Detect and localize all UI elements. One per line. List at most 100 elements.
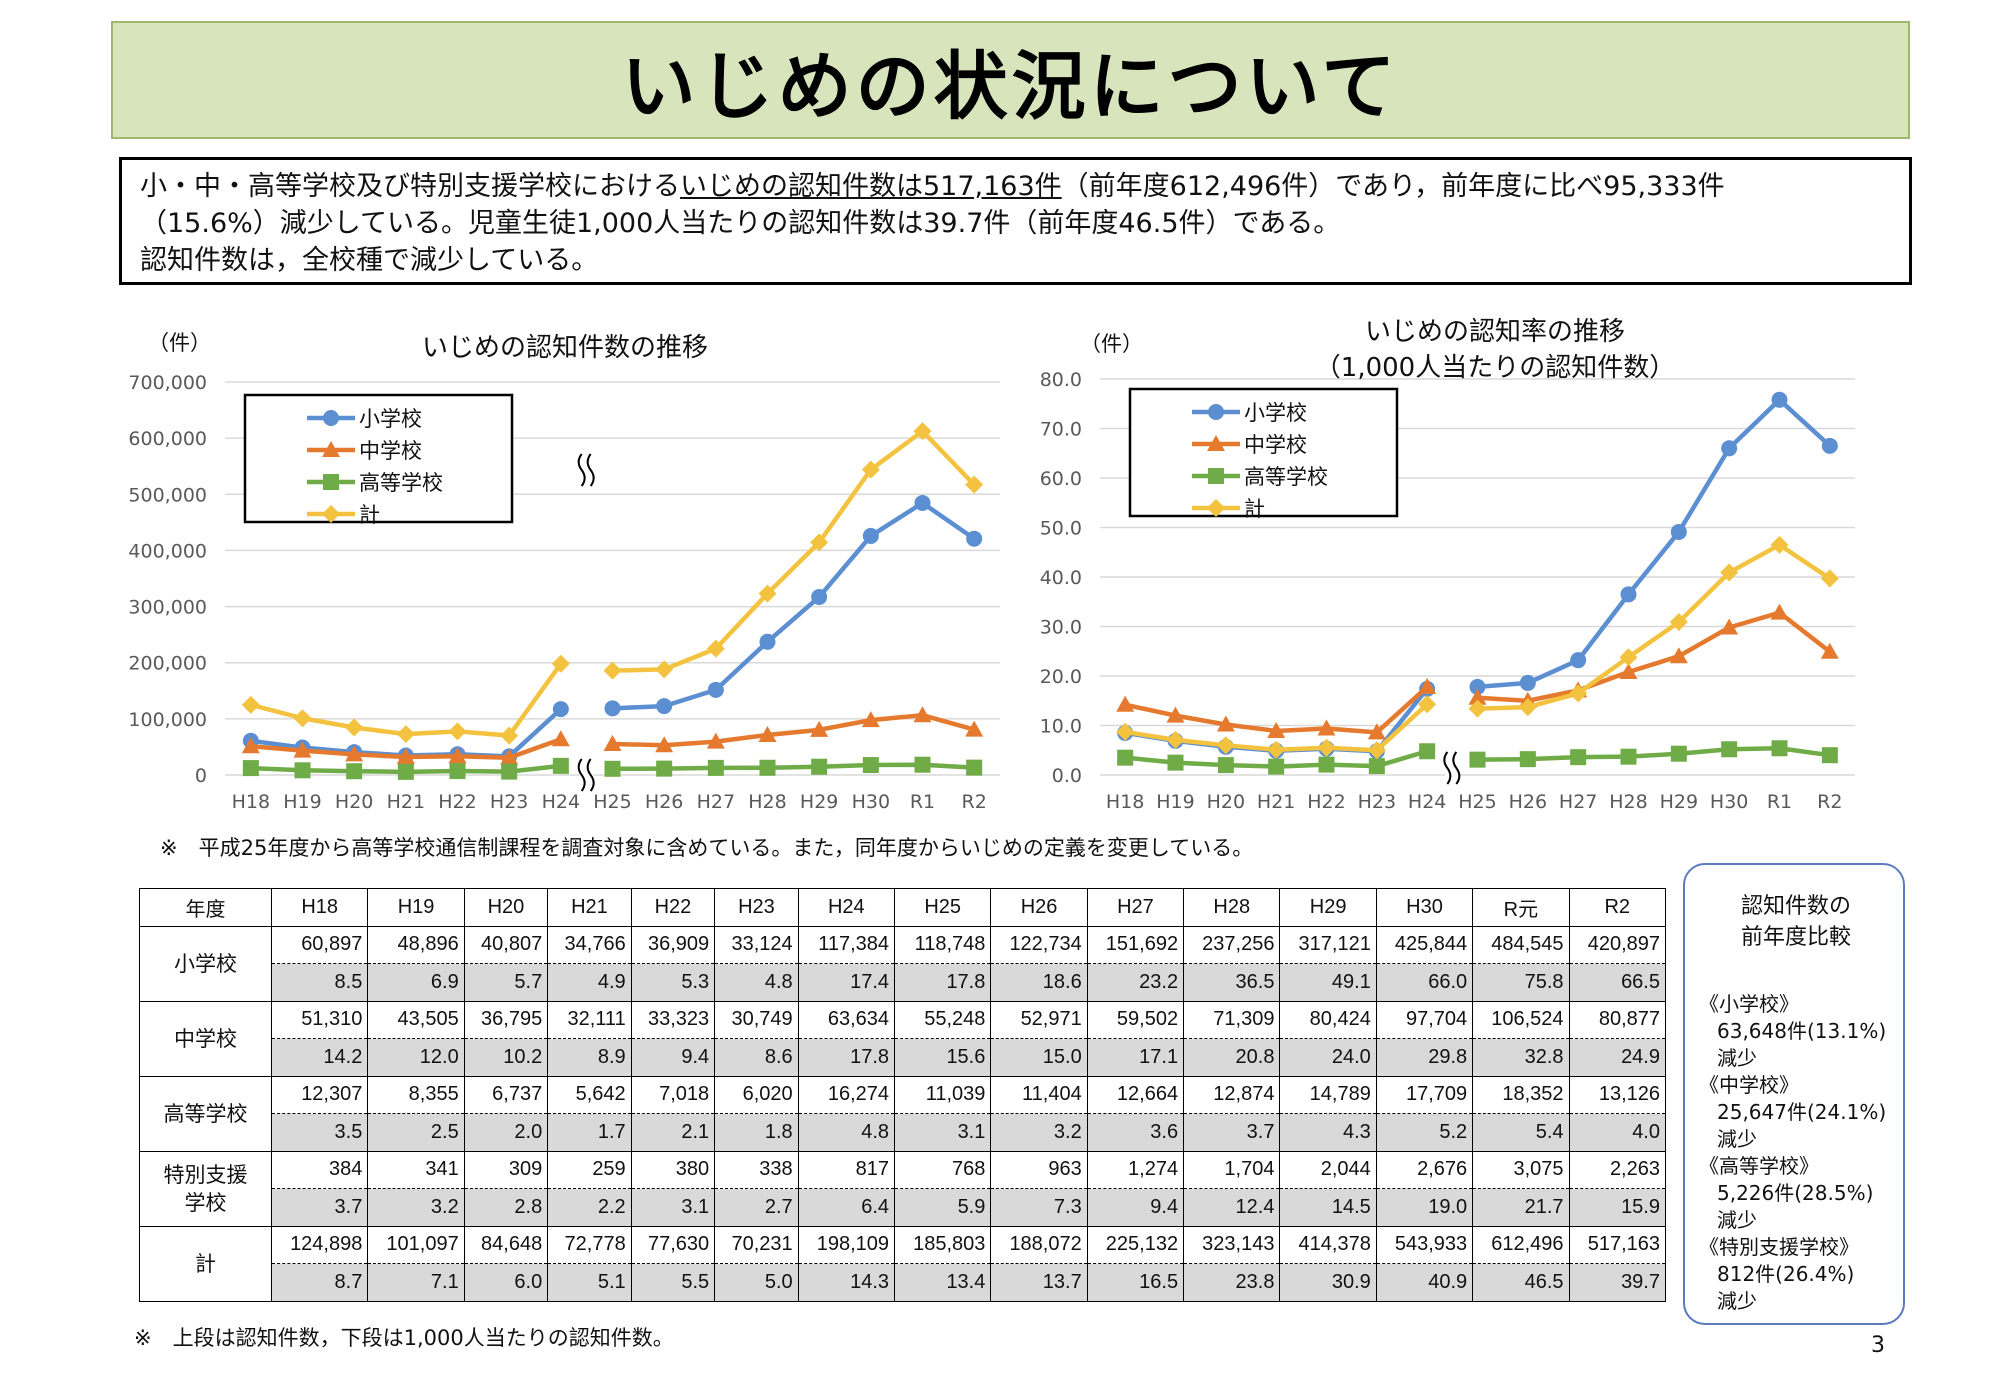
x-tick-label: H21 [1257, 791, 1295, 813]
table-cell-count: 117,384 [797, 925, 896, 964]
table-cell-count: 71,309 [1183, 1000, 1281, 1039]
x-tick-label: H24 [1408, 791, 1446, 813]
table-cell-count: 59,502 [1086, 1000, 1185, 1039]
table-cell-rate: 15.0 [990, 1038, 1088, 1077]
legend-swatch-marker [322, 505, 340, 523]
data-point [966, 530, 983, 547]
x-tick-label: H18 [232, 791, 270, 813]
data-point [397, 763, 414, 780]
table-cell-rate: 24.0 [1279, 1038, 1377, 1077]
chart-subtitle: （1,000人当たりの認知件数） [1315, 353, 1675, 383]
table-cell-rate: 5.2 [1375, 1113, 1474, 1152]
table-year-header: H23 [714, 888, 799, 927]
table-row-label: 高等学校 [139, 1075, 272, 1152]
data-point [396, 725, 415, 744]
table-cell-rate: 21.7 [1472, 1188, 1570, 1227]
table-row-counts: 特別支援 学校 384 341 309 259 380 338 817 768 963 1,274 1,… [139, 1150, 1667, 1227]
comparison-school: 《中学校》 [1699, 1073, 1799, 1097]
data-point [1820, 569, 1839, 588]
data-point [1569, 684, 1588, 703]
data-point [758, 725, 777, 742]
x-tick-label: H28 [748, 791, 786, 813]
data-point [1267, 721, 1286, 738]
table-year-header: H20 [463, 888, 549, 927]
comparison-school: 《小学校》 [1699, 992, 1799, 1016]
table-cell-rate: 4.0 [1568, 1113, 1667, 1152]
x-tick-label: H20 [335, 791, 373, 813]
table-cell-rate: 4.8 [714, 963, 799, 1002]
data-point [1468, 688, 1487, 705]
chart-title: いじめの認知件数の推移 [422, 333, 708, 363]
table-year-header: H27 [1086, 888, 1185, 927]
data-point [1821, 747, 1838, 764]
data-point [1167, 754, 1184, 771]
table-cell-rate: 12.4 [1183, 1188, 1281, 1227]
x-tick-label: H30 [1710, 791, 1748, 813]
x-tick-label: H19 [283, 791, 321, 813]
table-cell-count: 122,734 [990, 925, 1088, 964]
table-cell-count: 118,748 [894, 925, 992, 964]
summary-line-3: 認知件数は，全校種で減少している。 [140, 245, 599, 276]
y-axis-unit: （件） [148, 331, 211, 355]
table-cell-count: 33,124 [714, 925, 799, 964]
data-point [1368, 758, 1385, 775]
x-tick-label: H18 [1106, 791, 1144, 813]
data-point [1469, 678, 1486, 695]
data-point [551, 654, 570, 673]
legend-swatch-marker [1207, 499, 1225, 517]
data-point [810, 533, 829, 552]
legend-frame [1128, 387, 1399, 518]
x-tick-label: R2 [962, 791, 987, 813]
table-cell-rate: 17.1 [1086, 1038, 1185, 1077]
table-cell-rate: 14.5 [1279, 1188, 1377, 1227]
table-cell-rate: 3.5 [270, 1113, 369, 1152]
table-cell-rate: 4.8 [797, 1113, 896, 1152]
series-高等学校 [242, 756, 983, 780]
legend-label: 小学校 [1244, 401, 1307, 425]
data-point [707, 759, 724, 776]
data-point [396, 747, 415, 764]
axis-break-mark [1452, 751, 1461, 785]
x-tick-label: H29 [800, 791, 838, 813]
legend-label: 計 [359, 503, 380, 527]
table-cell-count: 5,642 [547, 1075, 632, 1114]
legend-swatch-marker [323, 410, 339, 426]
table-cell-rate: 3.1 [630, 1188, 716, 1227]
table-cell-count: 323,143 [1183, 1225, 1281, 1264]
data-point [500, 726, 519, 745]
table-cell-rate: 13.7 [990, 1263, 1088, 1302]
series-計 [1116, 535, 1839, 760]
table-row-counts: 中学校 51,310 43,505 36,795 32,111 33,323 30,749 6… [139, 1000, 1667, 1077]
data-point [706, 639, 725, 658]
table-cell-count: 425,844 [1375, 925, 1474, 964]
comparison-dir: 減少 [1717, 1127, 1757, 1151]
summary-text: （前年度612,496件）であり，前年度に比べ95,333件 [1061, 171, 1725, 202]
table-cell-rate: 20.8 [1183, 1038, 1281, 1077]
data-point [501, 763, 518, 780]
table-cell-count: 259 [547, 1150, 632, 1189]
data-point [1570, 749, 1587, 766]
x-tick-label: H25 [593, 791, 631, 813]
table-cell-count: 1,704 [1183, 1150, 1281, 1189]
table-row-counts: 小学校 60,897 48,896 40,807 34,766 36,909 33,124 1… [139, 925, 1667, 1002]
data-point [965, 720, 984, 737]
comparison-school: 《高等学校》 [1699, 1154, 1819, 1178]
x-tick-label: H22 [438, 791, 476, 813]
x-tick-label: R1 [1767, 791, 1792, 813]
data-point [707, 681, 724, 698]
table-cell-rate: 6.0 [463, 1263, 549, 1302]
data-point [655, 736, 674, 753]
table-cell-rate: 1.8 [714, 1113, 799, 1152]
legend-swatch-marker [1208, 468, 1224, 484]
table-cell-rate: 15.6 [894, 1038, 992, 1077]
table-year-header: H30 [1375, 888, 1474, 927]
table-cell-rate: 32.8 [1472, 1038, 1570, 1077]
table-cell-rate: 4.3 [1279, 1113, 1377, 1152]
axis-break-mark [586, 453, 595, 487]
table-cell-count: 2,676 [1375, 1150, 1474, 1189]
data-point [346, 763, 363, 780]
data-point [345, 745, 364, 762]
comparison-box: 認知件数の 前年度比較 《小学校》 63,648件(13.1%) 減少 《中学校》 25… [1683, 863, 1905, 1325]
x-tick-label: H30 [852, 791, 890, 813]
data-point [1519, 751, 1536, 768]
